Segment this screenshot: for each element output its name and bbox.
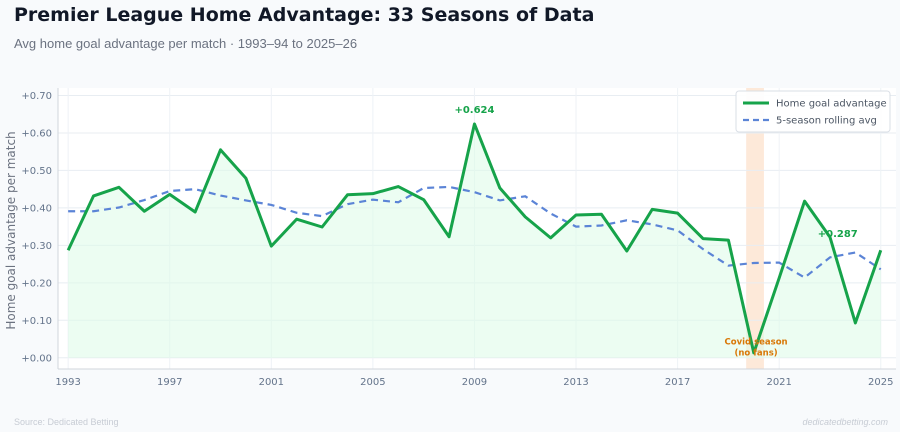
source-note: Source: Dedicated Betting [14, 417, 119, 427]
series-line-home-advantage [66, 122, 883, 355]
area-fill [68, 123, 881, 358]
y-tick-label: +0.70 [21, 91, 52, 102]
covid-season-band [746, 88, 764, 369]
x-tick-label: 2025 [868, 377, 893, 388]
chart-title: Premier League Home Advantage: 33 Season… [14, 4, 595, 26]
y-tick-label: +0.50 [21, 166, 52, 177]
legend-label: 5-season rolling avg [776, 116, 877, 127]
data-label: +0.624 [454, 105, 494, 116]
covid-label: Covid season [725, 337, 788, 347]
y-tick-label: +0.00 [21, 353, 52, 364]
y-tick-label: +0.20 [21, 278, 52, 289]
y-tick-label: +0.60 [21, 128, 52, 139]
x-tick-label: 1997 [157, 377, 182, 388]
chart-subtitle: Avg home goal advantage per match · 1993… [14, 36, 358, 51]
y-axis-label: Home goal advantage per match [4, 131, 18, 329]
y-tick-label: +0.30 [21, 241, 52, 252]
legend-box [735, 90, 891, 133]
data-label: +0.287 [818, 229, 858, 240]
y-tick-label: +0.40 [21, 203, 52, 214]
x-tick-label: 2001 [259, 377, 284, 388]
x-tick-label: 2021 [766, 377, 791, 388]
covid-label: (no fans) [734, 348, 777, 358]
site-watermark: dedicatedbetting.com [802, 417, 888, 427]
x-tick-label: 1993 [55, 377, 80, 388]
x-tick-label: 2017 [665, 377, 690, 388]
legend-label: Home goal advantage [776, 99, 887, 110]
y-tick-label: +0.10 [21, 316, 52, 327]
x-tick-label: 2009 [462, 377, 487, 388]
x-tick-label: 2005 [360, 377, 385, 388]
x-tick-label: 2013 [563, 377, 588, 388]
